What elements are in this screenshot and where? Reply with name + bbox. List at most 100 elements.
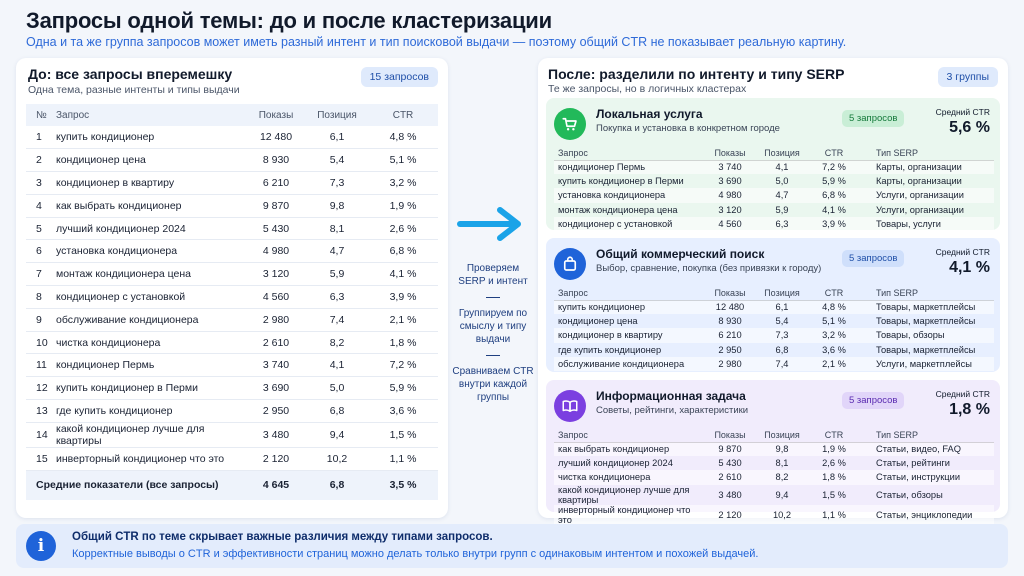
row-shows: 9 870 — [246, 194, 306, 218]
row-ctr: 4,8 % — [808, 300, 860, 315]
table-row: 2 кондиционер цена 8 930 5,4 5,1 % — [26, 148, 438, 173]
table-row: 4 как выбрать кондиционер 9 870 9,8 1,9 % — [26, 194, 438, 218]
cluster-name: Информационная задача — [596, 389, 746, 403]
row-shows: 8 930 — [246, 148, 306, 173]
table-row: установка кондиционера 4 980 4,7 6,8 % Услуг… — [554, 188, 994, 203]
row-shows: 2 120 — [246, 447, 306, 471]
row-number: 4 — [26, 194, 56, 218]
col-ctr: CTR — [368, 104, 438, 126]
row-serp-type: Статьи, обзоры — [876, 489, 943, 500]
row-query: инверторный кондиционер что это — [554, 504, 704, 525]
col-query: Запрос — [554, 146, 704, 161]
shopping-bag-icon — [554, 248, 586, 280]
row-ctr: 6,8 % — [808, 188, 860, 203]
table-row: как выбрать кондиционер 9 870 9,8 1,9 % Стат… — [554, 442, 994, 457]
col-shows: Показы — [704, 428, 756, 443]
row-position: 6,8 — [775, 344, 789, 355]
row-serp-type: Товары, маркетплейсы — [876, 316, 976, 327]
row-query: лучший кондиционер 2024 — [558, 458, 673, 469]
row-query: монтаж кондиционера цена — [56, 262, 246, 287]
table-row: 8 кондиционер с установкой 4 560 6,3 3,9 % — [26, 285, 438, 309]
row-number: 5 — [26, 217, 56, 241]
average-label: Средние показатели (все запросы) — [26, 470, 246, 501]
table-row: 6 установка кондиционера 4 980 4,7 6,8 % — [26, 239, 438, 264]
col-serp-type: Тип SERP — [860, 286, 994, 301]
row-position: 4,7 — [756, 188, 808, 203]
table-row: лучший кондиционер 2024 5 430 8,1 2,6 % Стат… — [554, 456, 994, 470]
row-position: 5,0 — [775, 176, 789, 187]
cluster-avg-label: Средний CTR — [935, 107, 990, 117]
row-ctr: 1,8 % — [808, 470, 860, 485]
row-query: кондиционер в квартиру — [554, 328, 704, 343]
row-serp-type: Статьи, энциклопедии — [860, 504, 994, 525]
row-position: 4,7 — [306, 239, 368, 264]
row-number: 10 — [26, 331, 56, 355]
after-count-badge: 3 группы — [937, 67, 998, 87]
row-position: 8,2 — [756, 470, 808, 485]
row-position: 5,9 — [775, 204, 789, 215]
col-query: Запрос — [56, 104, 246, 126]
row-shows: 3 480 — [246, 422, 306, 448]
row-ctr: 2,1 % — [808, 356, 860, 371]
row-shows: 4 980 — [246, 239, 306, 264]
col-ctr: CTR — [808, 428, 860, 443]
row-position: 7,3 — [306, 171, 368, 195]
row-serp-type: Услуги, организации — [876, 204, 964, 215]
table-row: где купить кондиционер 2 950 6,8 3,6 % Товар… — [554, 343, 994, 357]
table-row: кондиционер Пермь 3 740 4,1 7,2 % Карты, орг… — [554, 160, 994, 175]
row-query: кондиционер с установкой — [554, 216, 704, 231]
before-subtitle: Одна тема, разные интенты и типы выдачи — [28, 84, 240, 96]
row-ctr: 2,1 % — [368, 308, 438, 332]
row-number: 8 — [26, 285, 56, 309]
row-query: кондиционер цена — [558, 316, 638, 327]
row-query: кондиционер Пермь — [56, 353, 246, 378]
row-position: 5,4 — [775, 316, 789, 327]
col-serp-type: Тип SERP — [860, 428, 994, 443]
row-shows: 3 120 — [718, 204, 742, 215]
row-ctr: 6,8 % — [368, 239, 438, 264]
row-position: 6,3 — [306, 285, 368, 309]
row-shows: 4 560 — [704, 216, 756, 231]
row-shows: 6 210 — [704, 328, 756, 343]
row-shows: 9 870 — [704, 442, 756, 457]
row-query: где купить кондиционер — [558, 344, 662, 355]
row-query: обслуживание кондиционера — [554, 356, 704, 371]
cluster-table-header: Запрос Показы Позиция CTR Тип SERP — [554, 286, 994, 301]
table-row: инверторный кондиционер что это 2 120 10,2… — [554, 504, 994, 525]
col-query: Запрос — [554, 286, 704, 301]
row-query: какой кондиционер лучше для квартиры — [558, 484, 690, 505]
row-serp-type: Карты, организации — [860, 160, 994, 175]
row-shows: 2 950 — [246, 399, 306, 423]
row-query: монтаж кондиционера цена — [558, 204, 678, 215]
cluster-table: Запрос Показы Позиция CTR Тип SERP купит… — [554, 286, 994, 371]
average-row: Средние показатели (все запросы) 4 645 6… — [26, 470, 438, 501]
row-position: 9,4 — [775, 489, 789, 500]
row-position: 7,4 — [756, 356, 808, 371]
cluster-description: Покупка и установка в конкретном городе — [596, 123, 780, 134]
cluster-avg-ctr: 1,8 % — [949, 401, 990, 418]
row-shows: 12 480 — [704, 300, 756, 315]
row-shows: 2 950 — [718, 344, 742, 355]
row-position: 9,4 — [306, 422, 368, 448]
row-shows: 3 480 — [718, 489, 742, 500]
col-shows: Показы — [704, 286, 756, 301]
row-number: 1 — [26, 126, 56, 150]
row-position: 5,0 — [306, 376, 368, 401]
before-title: До: все запросы вперемешку — [28, 66, 233, 82]
arrow-right-icon — [457, 207, 521, 241]
page-title: Запросы одной темы: до и после кластериз… — [26, 8, 552, 33]
row-query: какой кондиционер лучше для квартиры — [56, 422, 246, 448]
row-shows: 2 980 — [704, 356, 756, 371]
table-row: обслуживание кондиционера 2 980 7,4 2,1 % Ус… — [554, 356, 994, 371]
row-query: обслуживание кондиционера — [56, 308, 246, 332]
row-query: кондиционер в квартиру — [56, 171, 246, 195]
table-row: монтаж кондиционера цена 3 120 5,9 4,1 % Усл… — [554, 203, 994, 217]
table-row: чистка кондиционера 2 610 8,2 1,8 % Статьи, … — [554, 470, 994, 485]
row-ctr: 1,1 % — [368, 447, 438, 471]
table-row: 12 купить кондиционер в Перми 3 690 5,0 5,9 … — [26, 376, 438, 401]
row-number: 3 — [26, 171, 56, 195]
cluster-local-service: Локальная услуга Покупка и установка в к… — [546, 98, 1000, 231]
row-ctr: 5,1 % — [368, 148, 438, 173]
col-query: Запрос — [554, 428, 704, 443]
row-shows: 8 930 — [718, 316, 742, 327]
